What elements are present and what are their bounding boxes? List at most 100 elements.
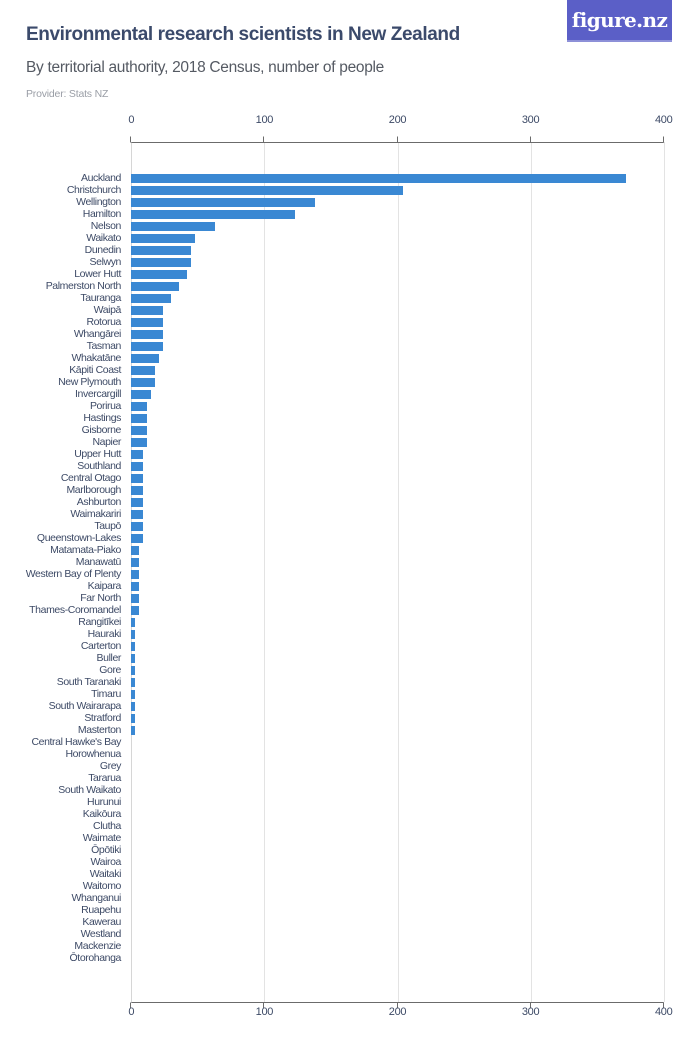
gridline xyxy=(397,142,399,1002)
bar[interactable] xyxy=(131,413,147,423)
category-label: Porirua xyxy=(89,399,121,412)
top-axis-tick-label: 200 xyxy=(388,114,407,126)
category-label: Central Otago xyxy=(60,471,122,484)
bar[interactable] xyxy=(131,689,135,699)
category-label: Selwyn xyxy=(89,255,122,268)
bar[interactable] xyxy=(131,521,143,531)
category-label: Tasman xyxy=(86,339,122,352)
category-label: Waipā xyxy=(93,303,122,316)
category-label: Invercargill xyxy=(75,387,121,400)
bar[interactable] xyxy=(131,449,143,459)
category-label: Rangitīkei xyxy=(78,615,121,628)
bar[interactable] xyxy=(131,425,147,435)
category-label: Rotorua xyxy=(86,315,121,328)
category-label: Hauraki xyxy=(87,627,122,640)
bottom-axis-tick-label: 0 xyxy=(128,1006,135,1018)
category-label: Westland xyxy=(80,927,122,940)
category-label: Taupō xyxy=(94,519,121,532)
bar[interactable] xyxy=(131,245,191,255)
category-label: Kawerau xyxy=(82,915,121,928)
bar[interactable] xyxy=(131,581,139,591)
category-label: Whangārei xyxy=(73,327,122,340)
category-label: Ōtorohanga xyxy=(69,951,122,964)
bar[interactable] xyxy=(131,713,135,723)
top-axis-tick-label: 100 xyxy=(255,114,274,126)
bar[interactable] xyxy=(131,569,139,579)
bar[interactable] xyxy=(131,653,135,663)
bar[interactable] xyxy=(131,221,215,231)
category-label: Dunedin xyxy=(84,243,122,256)
category-label: Carterton xyxy=(80,639,122,652)
bar[interactable] xyxy=(131,677,135,687)
bar[interactable] xyxy=(131,473,143,483)
bar[interactable] xyxy=(131,485,143,495)
bar[interactable] xyxy=(131,533,143,543)
bar[interactable] xyxy=(131,497,143,507)
bar[interactable] xyxy=(131,593,139,603)
category-label: Gore xyxy=(99,663,121,676)
bar[interactable] xyxy=(131,173,627,183)
category-label: Buller xyxy=(96,651,122,664)
bar[interactable] xyxy=(131,389,151,399)
category-label: Ashburton xyxy=(76,495,122,508)
bar[interactable] xyxy=(131,233,195,243)
figure-nz-logo[interactable]: figure.nz xyxy=(567,0,672,42)
bar[interactable] xyxy=(131,257,191,267)
category-label: Auckland xyxy=(81,171,121,184)
category-label: Nelson xyxy=(90,219,122,232)
bottom-axis-tick-label: 200 xyxy=(388,1006,407,1018)
category-label: Wellington xyxy=(76,195,121,208)
category-label: Horowhenua xyxy=(65,747,121,760)
category-label: Mackenzie xyxy=(74,939,121,952)
category-label: Hamilton xyxy=(82,207,122,220)
bar[interactable] xyxy=(131,317,163,327)
bar[interactable] xyxy=(131,281,179,291)
category-label: Tauranga xyxy=(80,291,121,304)
bar[interactable] xyxy=(131,365,155,375)
bar[interactable] xyxy=(131,557,139,567)
bar[interactable] xyxy=(131,341,163,351)
bar[interactable] xyxy=(131,605,139,615)
category-label: South Taranaki xyxy=(56,675,122,688)
bar[interactable] xyxy=(131,329,163,339)
bar[interactable] xyxy=(131,701,135,711)
category-label: Upper Hutt xyxy=(74,447,121,460)
category-label: Central Hawke's Bay xyxy=(31,735,121,748)
bottom-axis-tick-label: 300 xyxy=(521,1006,540,1018)
bar[interactable] xyxy=(131,461,143,471)
gridline xyxy=(263,142,265,1002)
bar[interactable] xyxy=(131,725,135,735)
category-label: Palmerston North xyxy=(45,279,122,292)
bar[interactable] xyxy=(131,545,139,555)
bar[interactable] xyxy=(131,629,135,639)
category-label: Matamata-Piako xyxy=(50,543,121,556)
bar[interactable] xyxy=(131,209,295,219)
bar[interactable] xyxy=(131,377,155,387)
bar[interactable] xyxy=(131,641,135,651)
category-label: Waimakariri xyxy=(70,507,121,520)
bar[interactable] xyxy=(131,185,403,195)
bar[interactable] xyxy=(131,269,187,279)
bar[interactable] xyxy=(131,305,163,315)
bar[interactable] xyxy=(131,353,159,363)
bar[interactable] xyxy=(131,617,135,627)
category-label: Whanganui xyxy=(71,891,121,904)
bar[interactable] xyxy=(131,509,143,519)
bar[interactable] xyxy=(131,401,147,411)
gridline xyxy=(530,142,532,1002)
data-provider: Provider: Stats NZ xyxy=(26,88,109,100)
category-label: Waitomo xyxy=(82,879,122,892)
category-label: Hurunui xyxy=(87,795,121,808)
category-label: Ōpōtiki xyxy=(91,843,121,856)
bar[interactable] xyxy=(131,437,147,447)
bar[interactable] xyxy=(131,197,315,207)
bar[interactable] xyxy=(131,293,171,303)
category-label: Kaipara xyxy=(87,579,122,592)
chart-title: Environmental research scientists in New… xyxy=(26,24,460,45)
category-label: Queenstown-Lakes xyxy=(36,531,121,544)
category-label: Whakatāne xyxy=(71,351,121,364)
category-label: Waikato xyxy=(86,231,121,244)
bar[interactable] xyxy=(131,665,135,675)
top-axis-tick-label: 300 xyxy=(521,114,540,126)
category-label: Western Bay of Plenty xyxy=(25,567,122,580)
